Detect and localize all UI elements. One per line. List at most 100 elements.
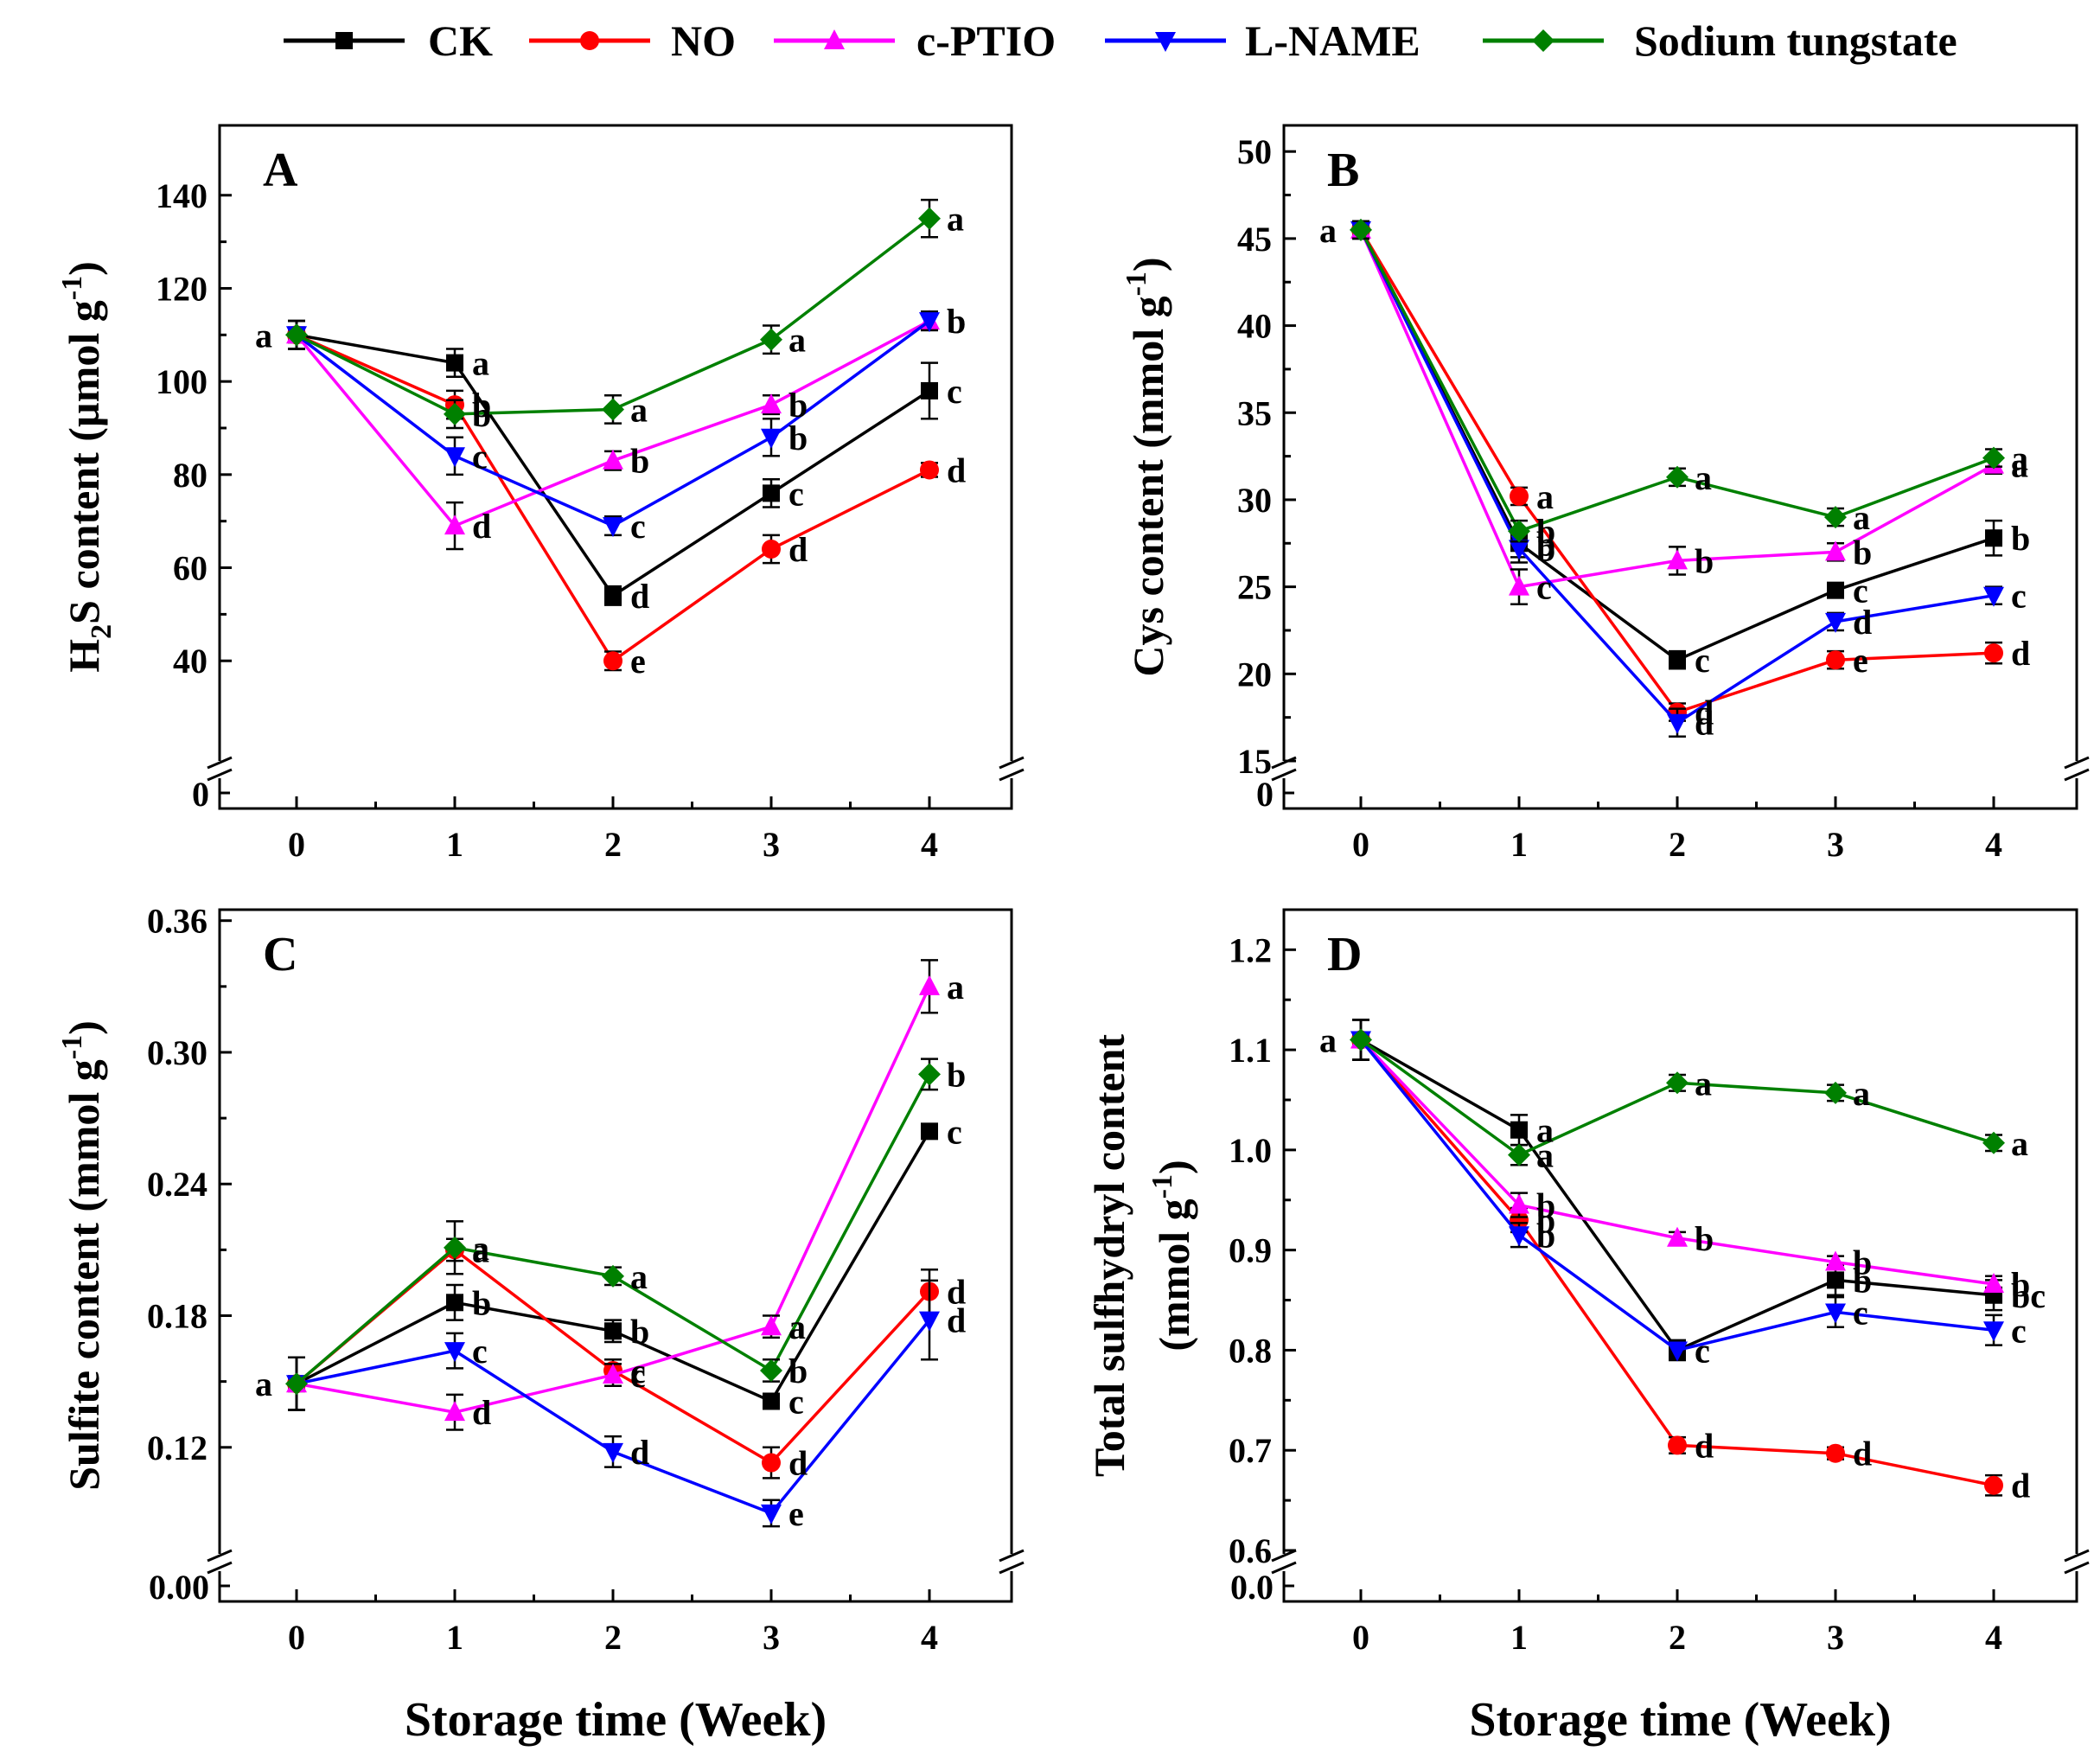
legend-item-c-ptio: c-PTIO [774,16,1056,65]
data-point [1826,650,1845,670]
x-tick-label: 4 [921,1618,938,1657]
x-tick-label: 3 [763,825,780,864]
axis-break-mark [2064,768,2090,782]
y-tick-label: 0.0 [1230,1568,1274,1607]
legend-marker [824,29,845,49]
significance-label: e [788,1494,804,1533]
significance-label: b [630,1312,649,1351]
x-tick-label: 1 [446,825,463,864]
data-point [760,1358,782,1382]
series-l-name [286,1279,940,1528]
series-ck [1352,220,2002,670]
significance-label: a [1319,1021,1337,1060]
significance-label: c [472,1332,488,1371]
data-point [1984,1475,2003,1495]
x-tick-label: 0 [288,1618,305,1657]
axis-break-mark [999,1561,1025,1575]
y-tick-label: 25 [1237,568,1272,607]
data-point [1984,643,2003,663]
significance-label: b [630,442,649,481]
data-point [1826,1443,1845,1463]
panel-letter: D [1327,928,1362,981]
data-point [918,207,941,230]
significance-label: b [1536,512,1555,551]
data-point [1509,540,1529,560]
significance-label: c [2011,577,2027,616]
panel-c: 0.00 0.12 0.18 0.24 0.30 0.36 0 1 2 3 4 C Sulfite co… [56,902,1025,1747]
data-point [1668,1435,1687,1455]
x-tick-label: 3 [763,1618,780,1657]
significance-label: c [2011,1311,2027,1350]
x-tick-label: 4 [1985,1618,2002,1657]
significance-label: b [1536,524,1555,563]
data-point [1510,486,1529,506]
data-point [919,312,940,333]
significance-label: c [630,507,646,546]
data-point [763,1392,780,1410]
legend-item-ck: CK [284,16,493,65]
data-point [1983,586,2004,607]
axis-break-mark [2064,756,2090,770]
y-tick-label: 0 [1256,775,1274,814]
data-point [444,1342,465,1363]
axis-break-mark [207,768,233,782]
significance-label: d [630,577,649,616]
data-point [603,517,623,538]
y-tick-label: 1.0 [1229,1131,1272,1170]
significance-label: b [1536,1201,1555,1240]
significance-label: d [788,530,808,569]
data-point [920,460,939,480]
data-point [918,1063,941,1086]
data-point [761,1504,782,1524]
data-point [1666,465,1689,489]
significance-label: b [1853,1261,1872,1300]
data-point [444,514,465,535]
plot-frame [218,908,1013,1603]
x-tick-label: 0 [1352,825,1369,864]
legend-marker [335,32,353,49]
y-tick-label: 0.24 [147,1165,207,1204]
significance-label: b [1853,1243,1872,1282]
y-tick-label: 30 [1237,481,1272,520]
data-point [446,354,463,372]
axis-break-mark [2064,1561,2090,1575]
data-point [919,975,940,995]
legend-label: CK [428,16,493,65]
series-l-name [1350,1019,2004,1362]
y-tick-label: 0.9 [1229,1231,1272,1270]
significance-label: d [472,1393,491,1432]
y-tick-label: 100 [156,362,207,401]
data-point [1509,575,1529,596]
legend-marker [1155,32,1176,52]
legend: CK NO c-PTIO L-NAME Sodium tungstate [284,16,1957,65]
y-tick-label: 45 [1237,220,1272,259]
significance-label: a [1536,1136,1554,1175]
legend-marker [1532,29,1555,52]
y-tick-label: 0.7 [1229,1431,1272,1470]
significance-label: a [1853,1074,1870,1113]
series-c-ptio [1350,1019,2004,1294]
significance-label: c [1695,1331,1710,1370]
y-tick-label: 0.30 [147,1033,207,1072]
series-no [287,319,939,672]
x-tick-label: 3 [1827,1618,1844,1657]
significance-label: b [788,419,808,457]
significance-label: c [947,1112,962,1151]
axis-break-mark [1271,1561,1297,1575]
data-point [761,428,782,449]
series-line [296,986,931,1414]
series-line [296,217,931,416]
data-point [1824,506,1847,529]
significance-label: c [1853,1293,1868,1332]
significance-label: a [472,1229,489,1268]
y-axis-title-line2: (mmol g-1) [1146,1160,1198,1351]
data-point [603,449,623,470]
significance-label: a [472,1230,489,1269]
data-point [444,1401,465,1422]
significance-label: b [947,1055,966,1094]
y-tick-label: 20 [1237,655,1272,693]
data-point [602,398,624,421]
legend-label: c-PTIO [916,16,1056,65]
x-tick-label: 4 [1985,825,2002,864]
significance-label: b [788,1352,808,1390]
